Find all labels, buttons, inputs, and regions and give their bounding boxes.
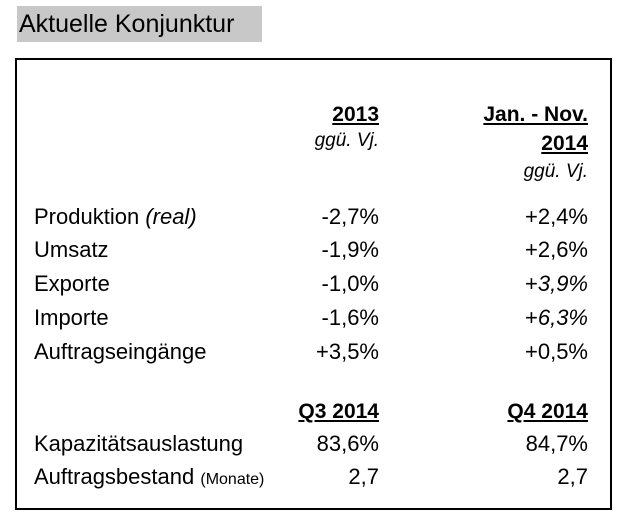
row-label-note: (Monate) [200,471,265,488]
row-label-note: (real) [145,204,197,229]
row-label-exporte: Exporte [34,271,110,296]
value-2014-umsatz: +2,6% [525,237,588,262]
col-2014-header-line2: 2014 [541,132,588,155]
value-q4-kapazitaet: 84,7% [525,431,588,456]
value-2013-exporte: -1,0% [321,271,379,296]
row-label-auftragsbestand: Auftragsbestand (Monate) [34,466,264,488]
row-label-text: Auftragsbestand [34,464,195,489]
value-sign: + [524,305,538,330]
value-q3-kapazitaet: 83,6% [316,431,379,456]
economic-indicators-table: 2013 ggü. Vj. Jan. - Nov. 2014 ggü. Vj. … [15,58,612,510]
row-label-text: Produktion [34,204,140,229]
value-2014-auftragseingaenge: +0,5% [525,339,588,364]
col-q4-header: Q4 2014 [507,400,588,423]
value-q4-auftragsbestand: 2,7 [557,464,588,489]
value-2014-produktion: +2,4% [525,204,588,229]
col-2014-header-line1: Jan. - Nov. [483,103,588,126]
col-2014-subheader: ggü. Vj. [523,161,588,182]
value-sign: + [524,271,538,296]
row-label-auftragseingaenge: Auftragseingänge [34,339,207,364]
value-2013-umsatz: -1,9% [321,237,379,262]
value-number: 6,3% [537,305,588,330]
value-2014-exporte: +3,9% [525,273,588,295]
value-2013-auftragseingaenge: +3,5% [316,339,379,364]
col-q3-header: Q3 2014 [298,400,379,423]
value-q3-auftragsbestand: 2,7 [348,464,379,489]
row-label-importe: Importe [34,305,109,330]
value-2014-importe: +6,3% [525,307,588,329]
col-2013-subheader: ggü. Vj. [314,130,379,151]
value-number: 3,9% [537,271,588,296]
col-2013-header: 2013 [332,103,379,126]
page-title: Aktuelle Konjunktur [17,6,262,42]
row-label-kapazitaetsauslastung: Kapazitätsauslastung [34,431,244,456]
value-2013-produktion: -2,7% [321,204,379,229]
value-2013-importe: -1,6% [321,305,379,330]
row-label-produktion: Produktion (real) [34,206,197,228]
row-label-umsatz: Umsatz [34,237,109,262]
